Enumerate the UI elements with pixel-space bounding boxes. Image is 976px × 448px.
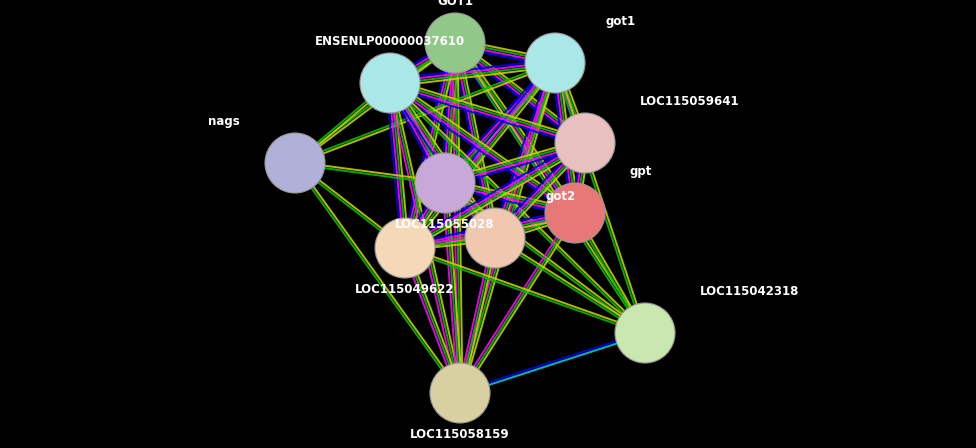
Text: gpt: gpt [630, 165, 652, 178]
Circle shape [545, 183, 605, 243]
Text: LOC115058159: LOC115058159 [410, 428, 509, 441]
Circle shape [465, 208, 525, 268]
Text: LOC115042318: LOC115042318 [700, 285, 799, 298]
Circle shape [555, 113, 615, 173]
Text: GOT1: GOT1 [437, 0, 473, 8]
Text: LOC115055028: LOC115055028 [395, 218, 495, 231]
Text: LOC115059641: LOC115059641 [640, 95, 740, 108]
Circle shape [430, 363, 490, 423]
Text: nags: nags [208, 115, 240, 128]
Text: got1: got1 [605, 15, 635, 28]
Text: LOC115049622: LOC115049622 [355, 283, 455, 296]
Circle shape [615, 303, 675, 363]
Circle shape [360, 53, 420, 113]
Circle shape [265, 133, 325, 193]
Circle shape [425, 13, 485, 73]
Circle shape [525, 33, 585, 93]
Text: got2: got2 [545, 190, 575, 203]
Circle shape [415, 153, 475, 213]
Circle shape [375, 218, 435, 278]
Text: ENSENLP00000037610: ENSENLP00000037610 [315, 35, 465, 48]
